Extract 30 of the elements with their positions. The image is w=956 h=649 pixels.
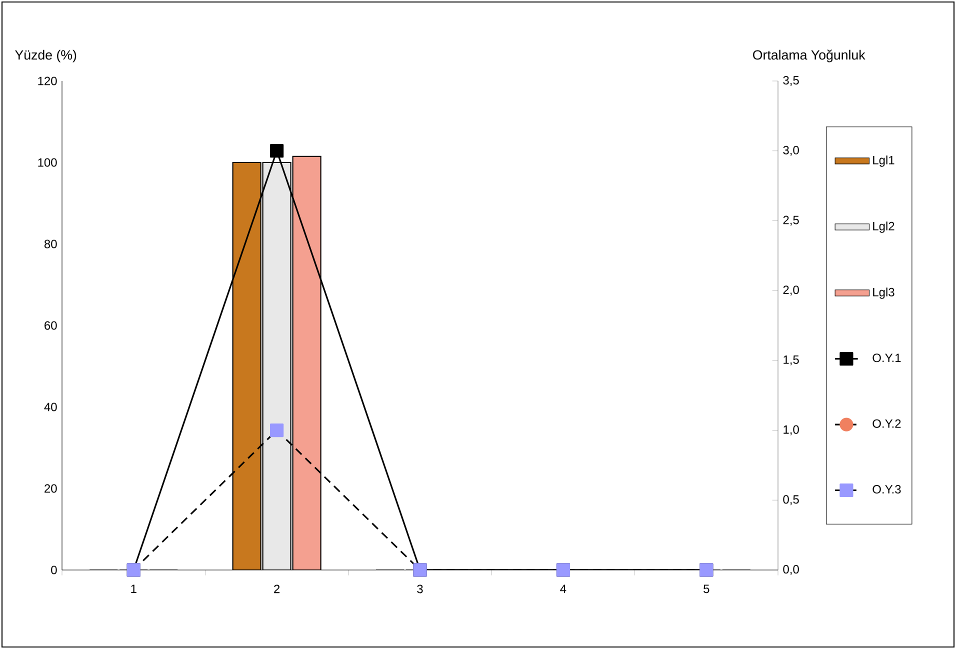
x-tick-label: 5: [704, 584, 710, 594]
y2-tick-label: 1,0: [784, 425, 799, 436]
legend-label: Lgl3: [873, 288, 894, 299]
x-tick-label: 2: [274, 584, 280, 594]
legend-label: Lgl1: [873, 156, 894, 167]
y2-axis-title: Ortalama Yoğunluk: [753, 50, 866, 62]
legend-label: O.Y.1: [872, 354, 901, 362]
y-tick-label: 100: [38, 158, 57, 167]
y2-tick-label: 3,5: [783, 76, 799, 86]
point: [270, 423, 284, 438]
y-tick-label: 40: [44, 402, 57, 412]
legend-label: Lgl2: [873, 222, 894, 233]
y2-tick-label: 3,0: [783, 146, 799, 156]
x-tick-label: 3: [417, 584, 423, 594]
legend-label: O.Y.3: [872, 485, 901, 494]
y2-tick-label: 0,5: [783, 495, 799, 506]
y2-tick-label: 1,5: [784, 356, 799, 366]
y2-tick-label: 0,0: [783, 565, 799, 575]
y-tick-label: 60: [44, 321, 57, 330]
legend-label: O.Y.2: [872, 419, 901, 428]
y-tick-label: 0: [51, 566, 57, 574]
x-tick-label: 4: [560, 584, 566, 593]
y-tick-label: 120: [38, 76, 57, 86]
y-tick-label: 80: [44, 240, 57, 248]
y2-tick-label: 2,5: [783, 216, 799, 226]
y-axis-title: Yüzde (%): [15, 50, 76, 62]
x-tick-label: 1: [131, 584, 136, 593]
y2-tick-label: 2,0: [783, 286, 799, 296]
point: [270, 144, 284, 158]
y-tick-label: 20: [44, 484, 57, 493]
